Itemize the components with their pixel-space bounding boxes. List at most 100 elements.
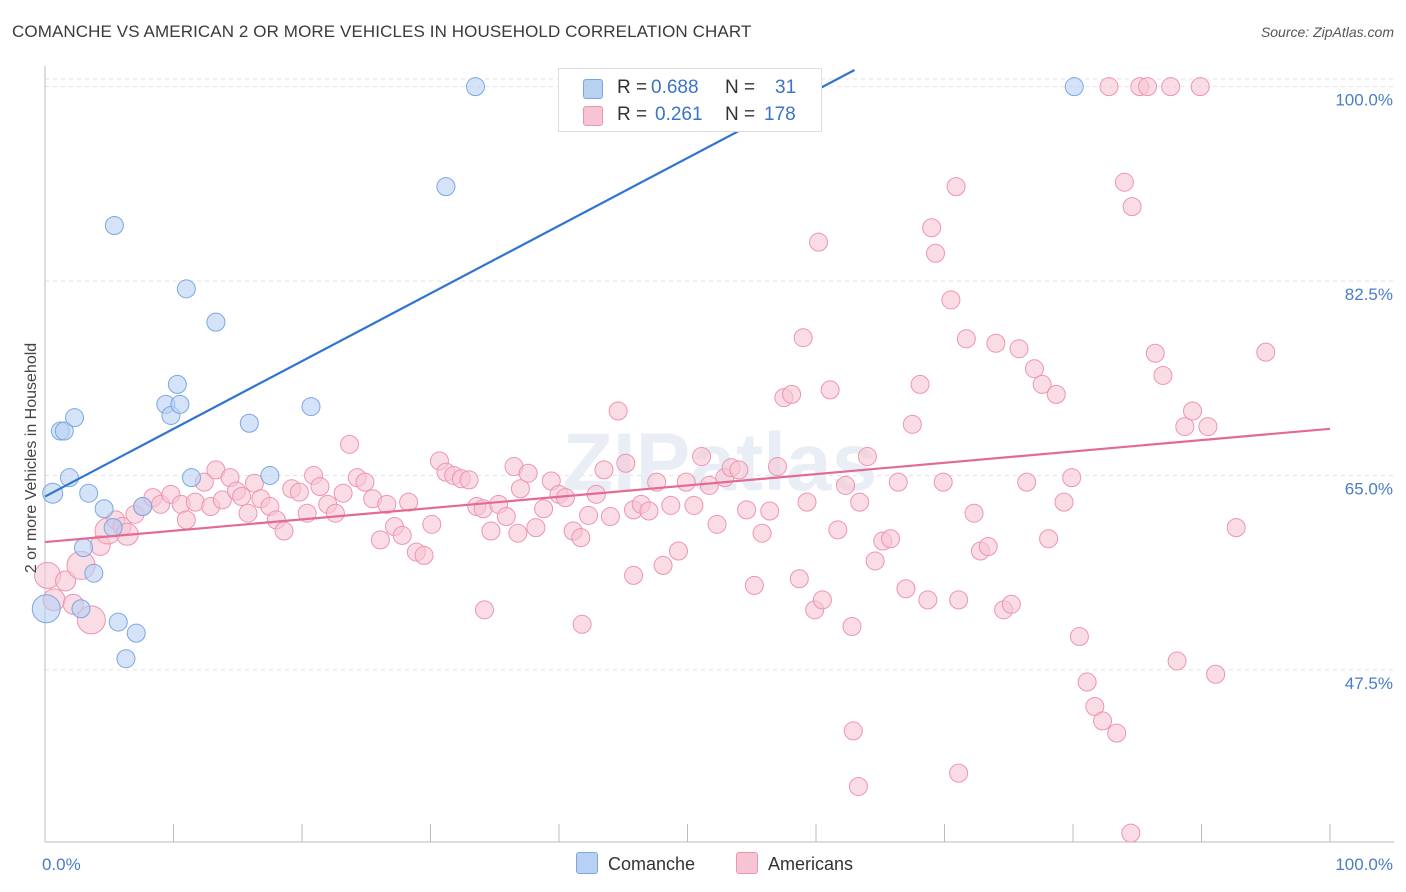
americans-point xyxy=(1017,472,1037,492)
americans-point xyxy=(820,380,840,400)
americans-point xyxy=(1114,172,1134,192)
americans-point xyxy=(661,495,681,515)
comanche-point xyxy=(54,421,74,441)
source-label: Source: ZipAtlas.com xyxy=(1260,24,1394,40)
americans-point xyxy=(1046,384,1066,404)
americans-point xyxy=(1175,417,1195,437)
americans-point xyxy=(986,333,1006,353)
americans-trend-line xyxy=(44,427,1331,544)
americans-point xyxy=(481,521,501,541)
americans-point xyxy=(902,414,922,434)
americans-point xyxy=(1121,823,1141,843)
americans-point xyxy=(729,460,749,480)
americans-point xyxy=(624,565,644,585)
x-tick-label-min: 0.0% xyxy=(42,855,81,874)
americans-point xyxy=(1161,77,1181,97)
americans-point xyxy=(1122,197,1142,217)
y-tick-label: 47.5% xyxy=(1345,674,1393,693)
bottom-legend-americans: Americans xyxy=(736,852,853,875)
y-tick-label: 65.0% xyxy=(1345,479,1393,498)
legend-n-value: 31 xyxy=(775,77,797,98)
americans-point xyxy=(964,503,984,523)
americans-point xyxy=(857,447,877,467)
americans-point xyxy=(669,541,689,561)
comanche-point xyxy=(84,563,104,583)
americans-point xyxy=(978,537,998,557)
comanche-point xyxy=(167,374,187,394)
comanche-point xyxy=(71,599,91,619)
americans-point xyxy=(1153,365,1173,385)
legend-r-label: R = xyxy=(617,104,648,125)
comanche-point xyxy=(104,216,124,236)
comanche-point xyxy=(94,499,114,519)
tick-labels: 100.0% 82.5% 65.0% 47.5% 0.0% 100.0% xyxy=(42,91,1393,874)
x-tick-label-max: 100.0% xyxy=(1335,855,1393,874)
grid-lines xyxy=(45,78,1394,671)
americans-point xyxy=(842,617,862,637)
americans-point xyxy=(850,492,870,512)
americans-point xyxy=(910,374,930,394)
americans-point xyxy=(941,290,961,310)
legend-box: R = 0.688 N = 31 R = 0.261 N = 178 xyxy=(558,68,822,132)
americans-point xyxy=(474,600,494,620)
americans-point xyxy=(572,614,592,634)
americans-point xyxy=(594,460,614,480)
comanche-point xyxy=(301,397,321,417)
americans-point xyxy=(1077,672,1097,692)
bottom-legend-label-comanche: Comanche xyxy=(608,854,696,874)
americans-point xyxy=(1062,468,1082,488)
comanche-point xyxy=(170,394,190,414)
americans-point xyxy=(888,472,908,492)
americans-point xyxy=(949,763,969,783)
legend-n-label: N = xyxy=(725,77,756,98)
americans-point xyxy=(926,243,946,263)
comanche-point xyxy=(103,518,123,538)
americans-point xyxy=(1226,518,1246,538)
americans-point xyxy=(289,482,309,502)
americans-point xyxy=(608,401,628,421)
legend-row-comanche: R = 0.688 N = 31 xyxy=(559,75,821,103)
legend-swatch-comanche xyxy=(583,79,603,99)
legend-r-value: 0.261 xyxy=(655,104,703,125)
comanche-point xyxy=(133,497,153,517)
americans-point xyxy=(789,569,809,589)
series-comanche-points xyxy=(31,77,1084,669)
americans-point xyxy=(946,177,966,197)
americans-point xyxy=(1001,594,1021,614)
americans-point xyxy=(812,590,832,610)
axes xyxy=(44,66,1394,843)
bottom-legend-comanche: Comanche xyxy=(576,852,695,875)
americans-point xyxy=(684,495,704,515)
comanche-trend-line xyxy=(44,69,856,498)
americans-point xyxy=(744,575,764,595)
legend-swatch-americans xyxy=(583,106,603,126)
comanche-point xyxy=(79,483,99,503)
americans-point xyxy=(752,523,772,543)
americans-point xyxy=(1032,374,1052,394)
americans-point xyxy=(1093,711,1113,731)
americans-point xyxy=(377,494,397,514)
americans-point xyxy=(797,492,817,512)
americans-point xyxy=(1190,77,1210,97)
americans-point xyxy=(881,529,901,549)
americans-point xyxy=(1183,401,1203,421)
y-tick-label: 100.0% xyxy=(1335,91,1393,110)
americans-point xyxy=(55,570,77,592)
americans-point xyxy=(918,590,938,610)
americans-point xyxy=(370,530,390,550)
americans-point xyxy=(310,477,330,497)
americans-point xyxy=(1024,359,1044,379)
americans-point xyxy=(325,503,345,523)
americans-point xyxy=(518,463,538,483)
americans-point xyxy=(865,551,885,571)
americans-point xyxy=(653,555,673,575)
comanche-point xyxy=(1064,77,1084,97)
legend-n-value: 178 xyxy=(764,104,796,125)
bottom-legend-label-americans: Americans xyxy=(768,854,854,874)
americans-point xyxy=(793,328,813,348)
comanche-point xyxy=(116,649,136,669)
americans-point xyxy=(922,218,942,238)
americans-point xyxy=(176,510,196,530)
comanche-point xyxy=(260,465,280,485)
americans-point xyxy=(459,470,479,490)
